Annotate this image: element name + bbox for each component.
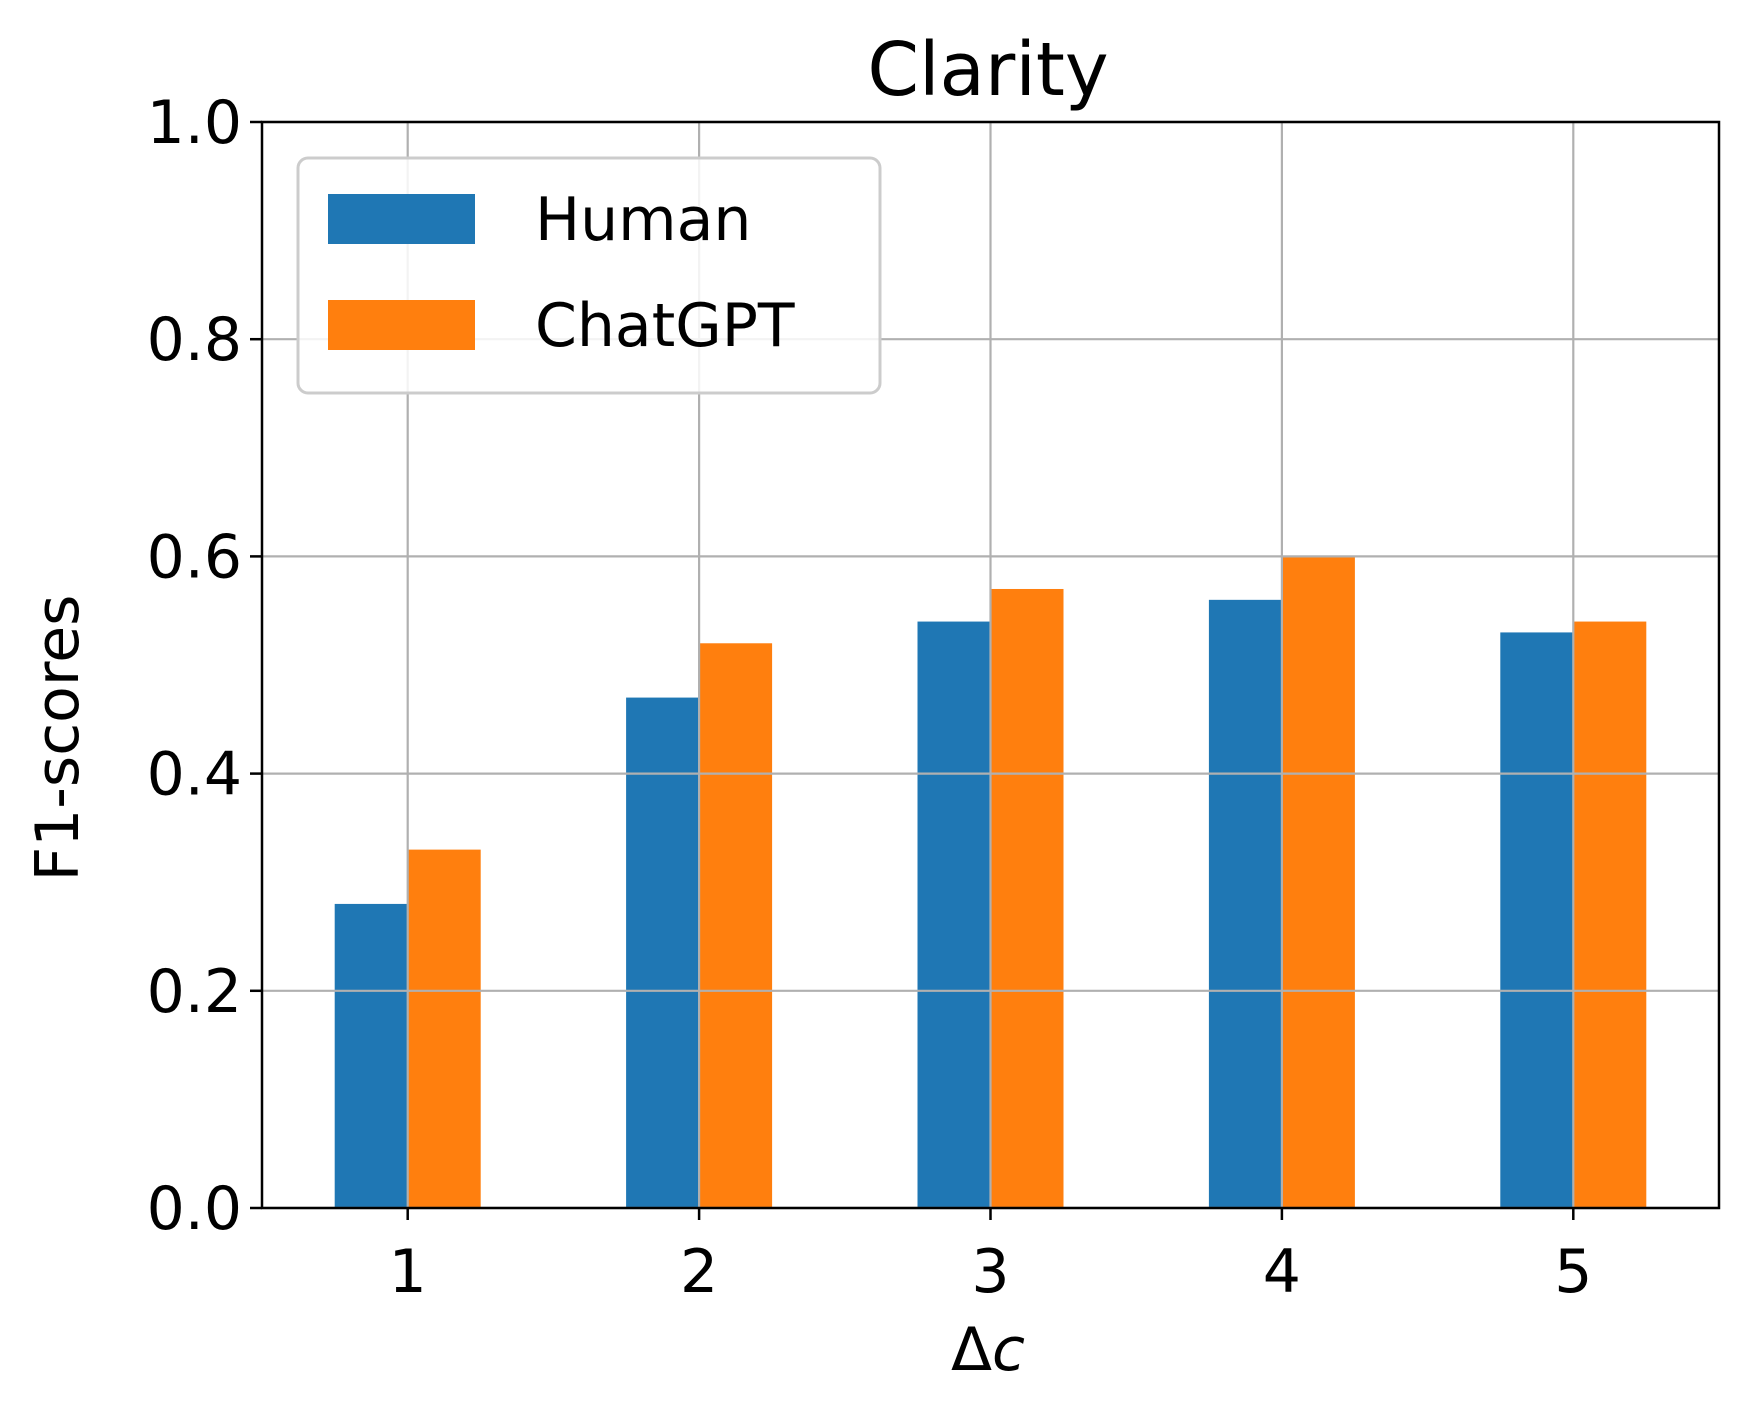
bar-human-5 [1500,632,1574,1208]
legend-swatch-chatgpt [328,300,475,350]
x-tick-label-5: 5 [1554,1237,1592,1307]
legend: Human ChatGPT [296,156,882,395]
y-tick-label-0.0: 0.0 [147,1174,242,1244]
legend-label-chatgpt: ChatGPT [535,291,795,361]
bars [334,556,1647,1208]
y-axis-label: F1-scores [23,595,93,882]
x-axis-label-delta: Δ [951,1315,992,1385]
y-tick-label-0.4: 0.4 [147,740,242,810]
y-tick-label-0.8: 0.8 [147,305,242,375]
bar-chatgpt-5 [1573,621,1647,1208]
bar-human-1 [334,903,408,1208]
y-tick-label-1.0: 1.0 [147,88,242,158]
x-tick-label-2: 2 [680,1237,718,1307]
x-axis-label-var: c [992,1315,1025,1385]
bar-chatgpt-2 [699,643,773,1208]
legend-label-human: Human [535,185,751,255]
x-tick-label-3: 3 [971,1237,1009,1307]
legend-swatch-human [328,194,475,244]
bar-chatgpt-1 [407,849,481,1208]
bar-chatgpt-4 [1281,556,1355,1208]
bar-chatgpt-3 [990,588,1064,1208]
x-tick-label-4: 4 [1263,1237,1301,1307]
x-axis-label: Δc [951,1315,1025,1385]
bar-human-2 [626,697,700,1208]
y-tick-label-0.6: 0.6 [147,522,242,592]
bar-human-3 [917,621,991,1208]
bar-human-4 [1208,599,1282,1208]
ticks: 0.0 0.2 0.4 0.6 0.8 1.0 1 2 3 4 5 [147,88,1593,1307]
x-tick-label-1: 1 [389,1237,427,1307]
y-tick-label-0.2: 0.2 [147,957,242,1027]
chart-title: Clarity [867,27,1108,113]
